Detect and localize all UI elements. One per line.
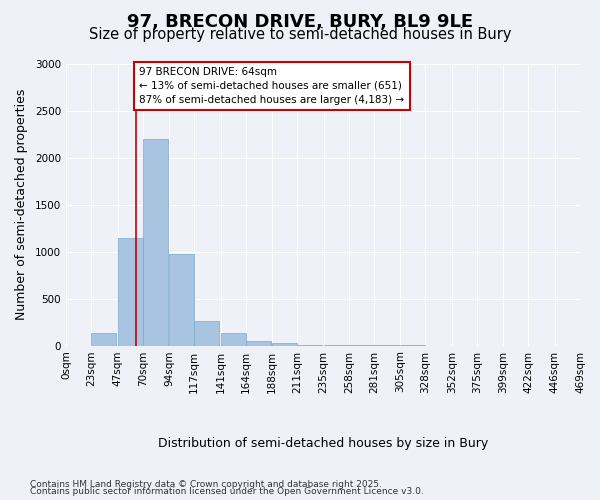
Bar xyxy=(246,341,271,345)
Bar xyxy=(221,334,245,345)
Bar xyxy=(298,344,322,346)
Bar xyxy=(194,321,220,345)
Bar xyxy=(272,343,297,345)
Text: 97, BRECON DRIVE, BURY, BL9 9LE: 97, BRECON DRIVE, BURY, BL9 9LE xyxy=(127,12,473,30)
Text: Contains HM Land Registry data © Crown copyright and database right 2025.: Contains HM Land Registry data © Crown c… xyxy=(30,480,382,489)
Bar xyxy=(143,139,168,346)
Text: 97 BRECON DRIVE: 64sqm
← 13% of semi-detached houses are smaller (651)
87% of se: 97 BRECON DRIVE: 64sqm ← 13% of semi-det… xyxy=(139,67,404,105)
Y-axis label: Number of semi-detached properties: Number of semi-detached properties xyxy=(15,89,28,320)
X-axis label: Distribution of semi-detached houses by size in Bury: Distribution of semi-detached houses by … xyxy=(158,437,488,450)
Text: Size of property relative to semi-detached houses in Bury: Size of property relative to semi-detach… xyxy=(89,28,511,42)
Text: Contains public sector information licensed under the Open Government Licence v3: Contains public sector information licen… xyxy=(30,487,424,496)
Bar xyxy=(91,334,116,345)
Bar xyxy=(169,254,194,346)
Bar xyxy=(118,238,143,346)
